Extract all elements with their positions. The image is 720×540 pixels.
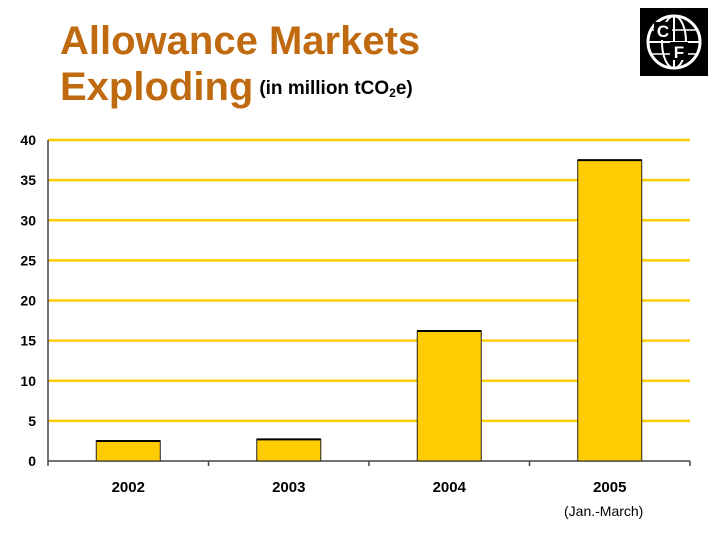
unit-subscript: 2 [389,86,396,100]
y-tick-label: 15 [20,333,36,349]
x-tick-label: 2005 [593,479,626,496]
logo-letter-f: F [674,43,684,62]
title-line-1: Allowance Markets [60,19,421,63]
x-tick-label: 2003 [272,479,305,496]
cf-logo-icon: C F [640,8,708,76]
chart-title: Allowance Markets Exploding (in million t… [60,18,420,116]
unit-suffix: e) [395,78,413,99]
y-tick-label: 30 [20,212,36,228]
unit-label: (in million tCO2e) [259,78,413,100]
bar-2004 [416,330,482,462]
title-line-2: Exploding (in million tCO2e) [60,64,420,116]
y-tick-label: 10 [20,373,36,389]
y-tick-label: 40 [20,132,36,148]
y-tick-label: 25 [20,252,36,268]
logo-letter-c: C [657,22,669,41]
y-tick-label: 20 [20,293,36,309]
bar-2003 [256,438,322,462]
x-tick-label: 2002 [112,479,145,496]
bar-2002 [95,440,161,462]
y-tick-label: 0 [28,453,36,469]
footnote: (Jan.-March) [564,503,644,519]
y-tick-label: 5 [28,413,36,429]
bar-2005 [577,159,643,462]
y-tick-label: 35 [20,172,36,188]
title-line-2-text: Exploding [60,65,254,109]
unit-prefix: (in million tCO [259,78,390,99]
x-tick-label: 2004 [433,479,467,496]
